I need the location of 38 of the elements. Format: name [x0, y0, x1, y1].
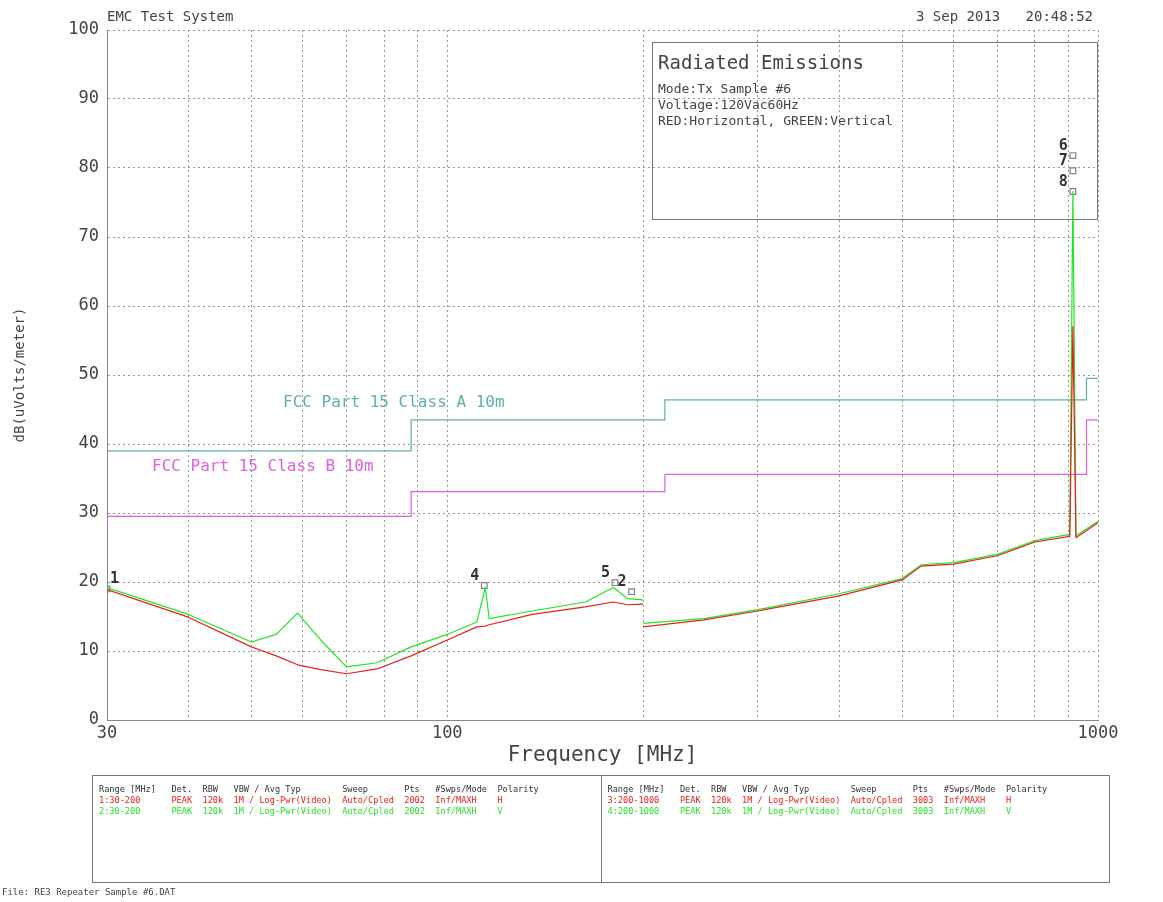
annotation: 7: [1058, 151, 1068, 170]
text: 3 Sep 2013 20:48:52: [915, 8, 1093, 24]
annotation: 5: [600, 563, 610, 582]
y-tick-label: 10: [78, 639, 99, 660]
text: Range [MHz] Det. RBW VBW / Avg Typ Sweep Pts #Swps/Mode Polarity: [99, 784, 540, 795]
annotation: 1: [110, 569, 120, 588]
y-tick-label: 0: [88, 708, 99, 729]
annotation: 6: [1058, 135, 1068, 154]
y-tick-label: 80: [78, 156, 99, 177]
y-tick-label: 90: [78, 87, 99, 108]
y-tick-label: 70: [78, 225, 99, 246]
text: 2:30-200 PEAK 120k 1M / Log-Pwr(Video) Auto/Cpled 2002 Inf/MAXH V: [99, 806, 504, 817]
annotation: 8: [1058, 171, 1068, 190]
text: 4:200-1000 PEAK 120k 1M / Log-Pwr(Video) Auto/Cpled 3003 Inf/MAXH V: [607, 806, 1013, 817]
x-tick-label: 30: [96, 721, 118, 742]
y-tick-label: 30: [78, 501, 99, 522]
annotation: 4: [470, 565, 480, 584]
text: 3:200-1000 PEAK 120k 1M / Log-Pwr(Video) Auto/Cpled 3003 Inf/MAXH H: [607, 795, 1013, 806]
text: EMC Test System: [107, 8, 234, 24]
text: Radiated Emissions: [658, 51, 865, 73]
annotation: Voltage:120Vac60Hz: [658, 97, 800, 113]
y-axis-title: dB(uVolts/meter): [11, 307, 28, 443]
annotation: FCC Part 15 Class B 10m: [152, 456, 374, 475]
x-axis-title: Frequency [MHz]: [507, 741, 698, 766]
annotation: FCC Part 15 Class A 10m: [283, 392, 505, 411]
annotation: Mode:Tx Sample #6: [658, 81, 793, 97]
text: File: RE3 Repeater Sample #6.DAT: [2, 887, 176, 897]
y-tick-label: 20: [78, 570, 99, 591]
y-tick-label: 50: [78, 363, 99, 384]
annotation: RED:Horizontal, GREEN:Vertical: [658, 113, 894, 129]
annotation: 2: [617, 572, 627, 591]
text: Range [MHz] Det. RBW VBW / Avg Typ Sweep Pts #Swps/Mode Polarity: [607, 784, 1049, 795]
x-tick-label: 1000: [1077, 721, 1119, 742]
text: 1:30-200 PEAK 120k 1M / Log-Pwr(Video) Auto/Cpled 2002 Inf/MAXH H: [99, 795, 504, 806]
x-tick-label: 100: [431, 721, 463, 742]
y-tick-label: 100: [68, 18, 99, 39]
y-tick-label: 40: [78, 432, 99, 453]
y-tick-label: 60: [78, 294, 99, 315]
